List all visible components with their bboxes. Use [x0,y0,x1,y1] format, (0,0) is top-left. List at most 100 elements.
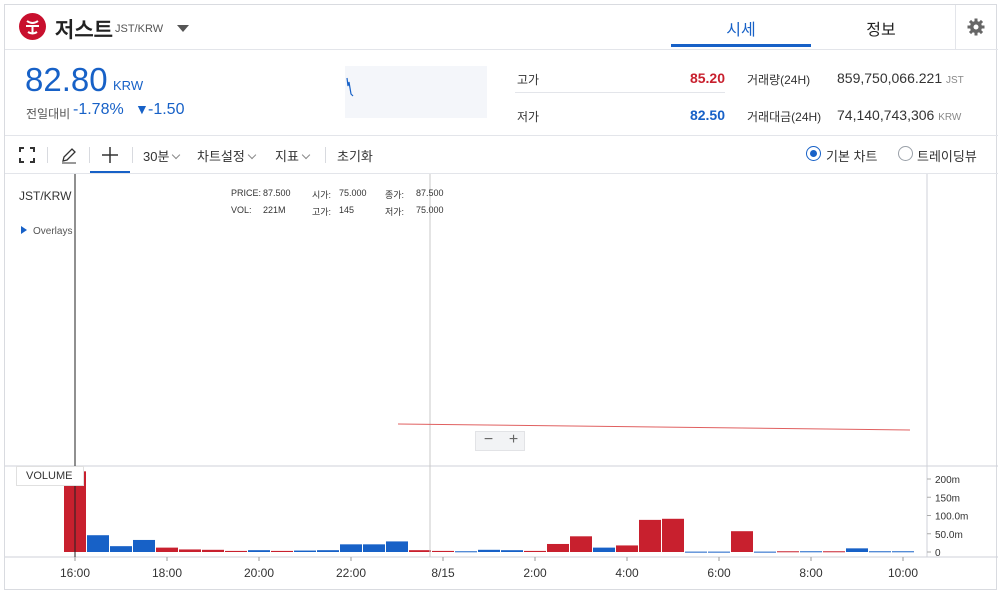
volume-bar [593,547,615,552]
chevron-down-icon [247,150,257,160]
volume-bar [501,550,523,552]
reset-button[interactable]: 초기화 [337,149,373,164]
volume-bar [294,550,316,552]
mini-chart-line [346,77,354,97]
indicators-label: 지표 [275,149,299,164]
trading-view-label[interactable]: 트레이딩뷰 [917,149,977,164]
volume-bar [317,550,339,552]
low-value: 82.50 [689,107,725,123]
amount-24h: 74,140,743,306 KRW [837,107,961,123]
zoom-out-button[interactable]: − [483,431,494,448]
volume-24h: 859,750,066.221 JST [837,70,964,86]
change-rate: -1.78% [73,101,124,118]
volume-bar [179,549,201,552]
divider [325,147,326,163]
trend-line [397,423,911,431]
coin-select-chevron-down-icon[interactable] [177,25,189,32]
change-amount: -1.50 [148,101,185,118]
legend-close-label: 종가: [385,190,405,200]
chevron-down-icon [301,150,311,160]
high-value: 85.20 [689,70,725,86]
indicators-dropdown[interactable]: 지표 [275,146,311,165]
volume-bar [708,551,730,553]
volume-bar [340,544,362,552]
volume-bar [386,541,408,552]
divider [89,147,90,163]
volume-tick-label: 100.0m [935,512,968,523]
trading-view-radio[interactable] [898,146,913,161]
volume-bar [156,547,178,552]
volume-bar [455,551,477,553]
divider [955,5,956,50]
time-tick-label: 6:00 [707,566,731,580]
chart-settings-label: 차트설정 [197,149,245,164]
pencil-icon[interactable] [60,146,78,167]
change-down-arrow-icon: ▼ [135,101,149,117]
header: 저스트 JST/KRW 시세 정보 [5,5,998,50]
volume-bar [225,550,247,552]
time-tick-label: 8/15 [431,566,455,580]
divider [47,147,48,163]
volume-bar [685,551,707,553]
volume-bar [777,551,799,553]
amount-24h-value: 74,140,743,306 [837,107,935,123]
tab-info[interactable]: 정보 [866,22,896,39]
time-tick-label: 18:00 [152,566,182,580]
time-tick-label: 16:00 [60,566,90,580]
legend-low: 75.000 [416,205,444,215]
change-label: 전일대비 [26,107,71,121]
basic-chart-label[interactable]: 기본 차트 [826,149,878,164]
price-chart[interactable]: 14013012011010090.00080.000 200m150m100.… [5,0,998,591]
volume-bar [271,550,293,552]
legend-high-label: 고가: [312,207,332,217]
mini-chart [345,66,487,118]
legend-low-label: 저가: [385,207,405,217]
interval-dropdown[interactable]: 30분 [143,146,181,165]
legend-open-label: 시가: [312,190,332,200]
amount-24h-label: 거래대금(24H) [747,110,822,124]
volume-panel-label: VOLUME [16,466,84,486]
volume-tick-label: 150m [935,493,960,504]
volume-bar [892,551,914,553]
legend-price: 87.500 [263,188,291,198]
legend-vol-label: VOL: [231,205,252,215]
legend-price-label: PRICE: [231,188,262,198]
volume-24h-unit: JST [946,75,964,86]
chart-settings-dropdown[interactable]: 차트설정 [197,146,257,165]
volume-bar [363,544,385,552]
candlestick-chart[interactable]: 14013012011010090.00080.000 200m150m100.… [5,0,998,591]
low-label: 저가 [517,110,540,124]
chevron-down-icon [172,150,181,160]
fullscreen-icon[interactable] [19,147,35,166]
volume-bar [823,551,845,553]
volume-bar [754,551,776,553]
volume-bar [731,531,753,552]
volume-bar [662,518,684,552]
volume-bar [547,543,569,552]
price-summary: 82.80 KRW 전일대비 -1.78% ▼ -1.50 고가 85.20 저… [5,50,998,136]
app-frame: 저스트 JST/KRW 시세 정보 [4,0,998,591]
coin-pair: JST/KRW [115,23,164,35]
time-tick-label: 8:00 [799,566,823,580]
legend-close: 87.500 [416,188,444,198]
basic-chart-radio[interactable] [806,146,821,161]
time-tick-label: 2:00 [523,566,547,580]
volume-bar [639,519,661,552]
time-tick-label: 20:00 [244,566,274,580]
crosshair-icon[interactable] [101,146,119,167]
gear-icon[interactable] [966,17,986,42]
volume-tick-label: 0 [935,548,941,559]
chart-symbol: JST/KRW [19,189,72,203]
high-label: 고가 [517,73,540,87]
time-tick-label: 4:00 [615,566,639,580]
legend-high: 145 [339,205,355,215]
volume-bar [409,550,431,552]
volume-bar [478,549,500,552]
volume-bar [616,545,638,552]
zoom-in-button[interactable]: + [508,431,519,448]
overlays-toggle[interactable]: Overlays [21,226,72,237]
tab-quote[interactable]: 시세 [726,22,756,39]
interval-label: 30분 [143,149,170,164]
chart-toolbar: 30분 차트설정 지표 초기화 기본 차트 트레이딩뷰 [5,136,998,174]
volume-24h-label: 거래량(24H) [747,73,811,87]
